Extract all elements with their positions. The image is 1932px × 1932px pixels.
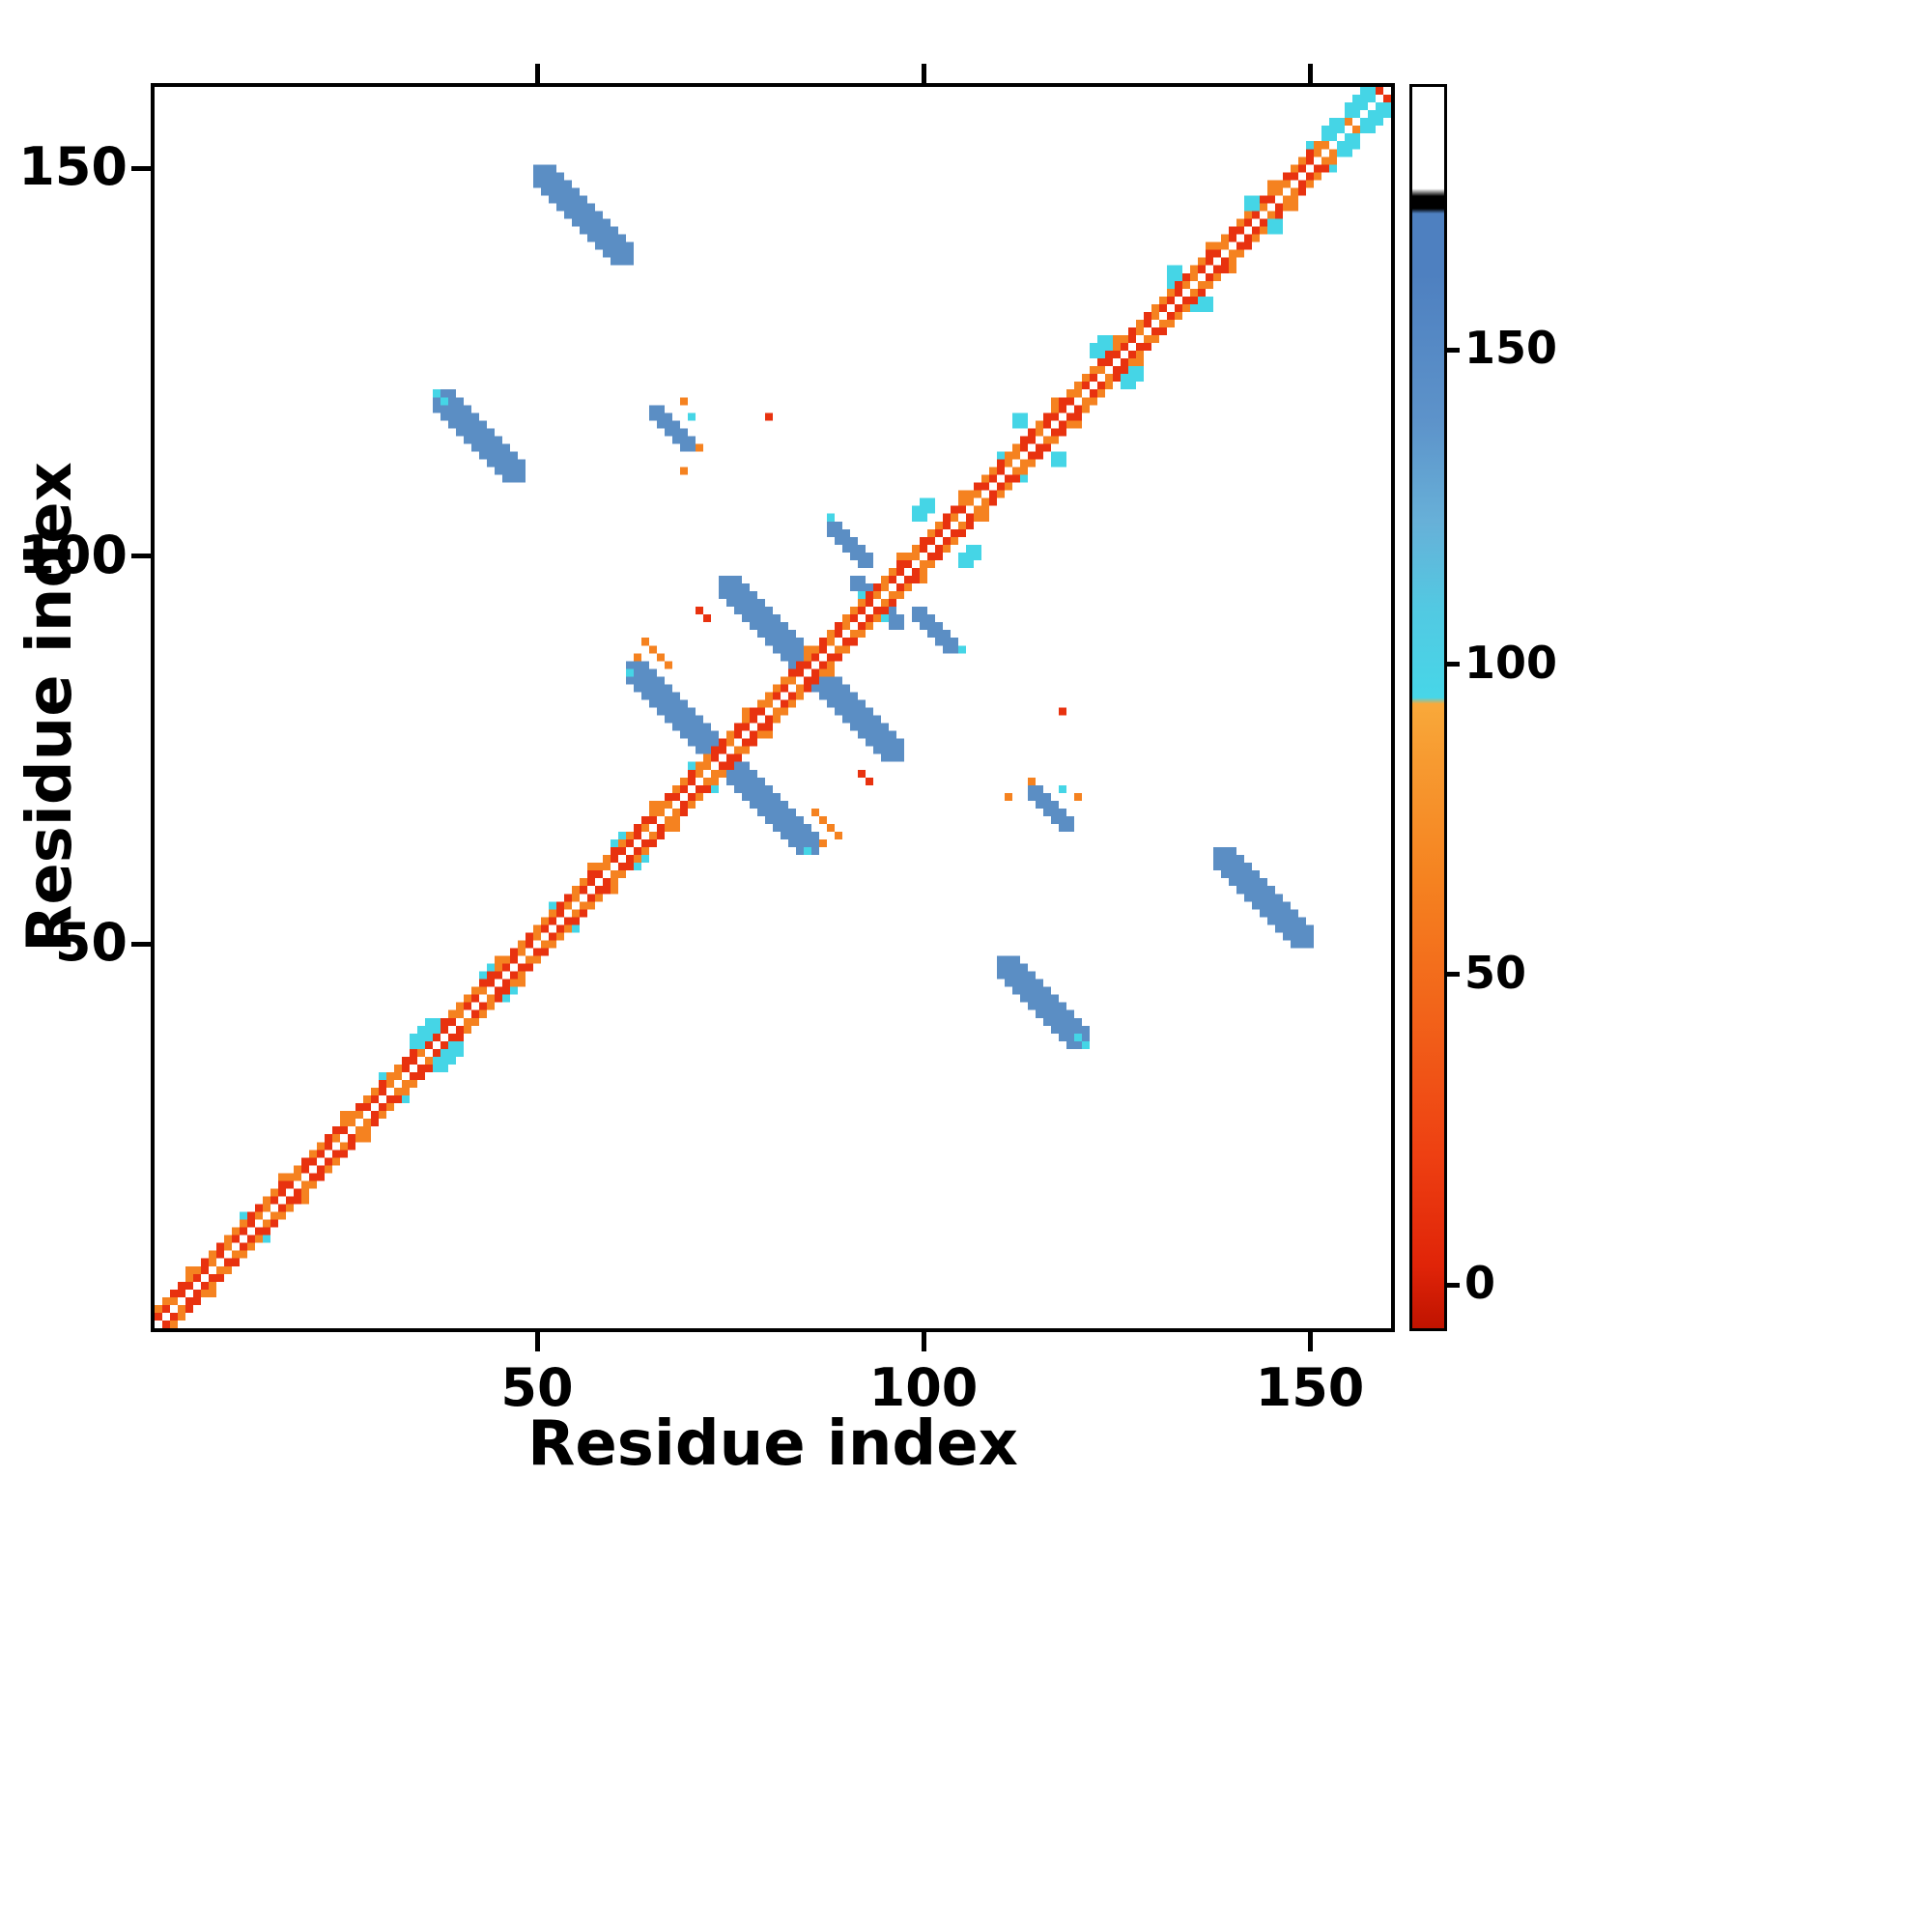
- tick-mark: [534, 64, 540, 83]
- colorbar-tick-mark: [1444, 347, 1460, 353]
- y-axis-label: Residue index: [14, 462, 86, 952]
- x-tick-label: 150: [1255, 1357, 1365, 1418]
- tick-mark: [1307, 1332, 1313, 1351]
- tick-mark: [131, 941, 151, 947]
- tick-mark: [921, 1332, 926, 1351]
- colorbar: [1409, 84, 1447, 1331]
- tick-mark: [534, 1332, 540, 1351]
- colorbar-tick-label: 0: [1464, 1257, 1496, 1310]
- tick-mark: [1307, 64, 1313, 83]
- y-tick-label: 50: [54, 912, 128, 974]
- tick-mark: [921, 64, 926, 83]
- x-tick-label: 50: [500, 1357, 574, 1418]
- colorbar-tick-label: 50: [1464, 946, 1527, 999]
- colorbar-tick-label: 100: [1464, 636, 1558, 689]
- y-tick-label: 150: [18, 136, 128, 198]
- colorbar-tick-label: 150: [1464, 322, 1558, 375]
- y-tick-label: 100: [18, 524, 128, 585]
- x-tick-label: 100: [868, 1357, 979, 1418]
- x-axis-label: Residue index: [527, 1408, 1018, 1480]
- tick-mark: [131, 165, 151, 171]
- tick-mark: [131, 554, 151, 559]
- colorbar-tick-mark: [1444, 1282, 1460, 1288]
- heatmap-svg: [155, 87, 1391, 1328]
- colorbar-tick-mark: [1444, 662, 1460, 668]
- colorbar-tick-mark: [1444, 972, 1460, 978]
